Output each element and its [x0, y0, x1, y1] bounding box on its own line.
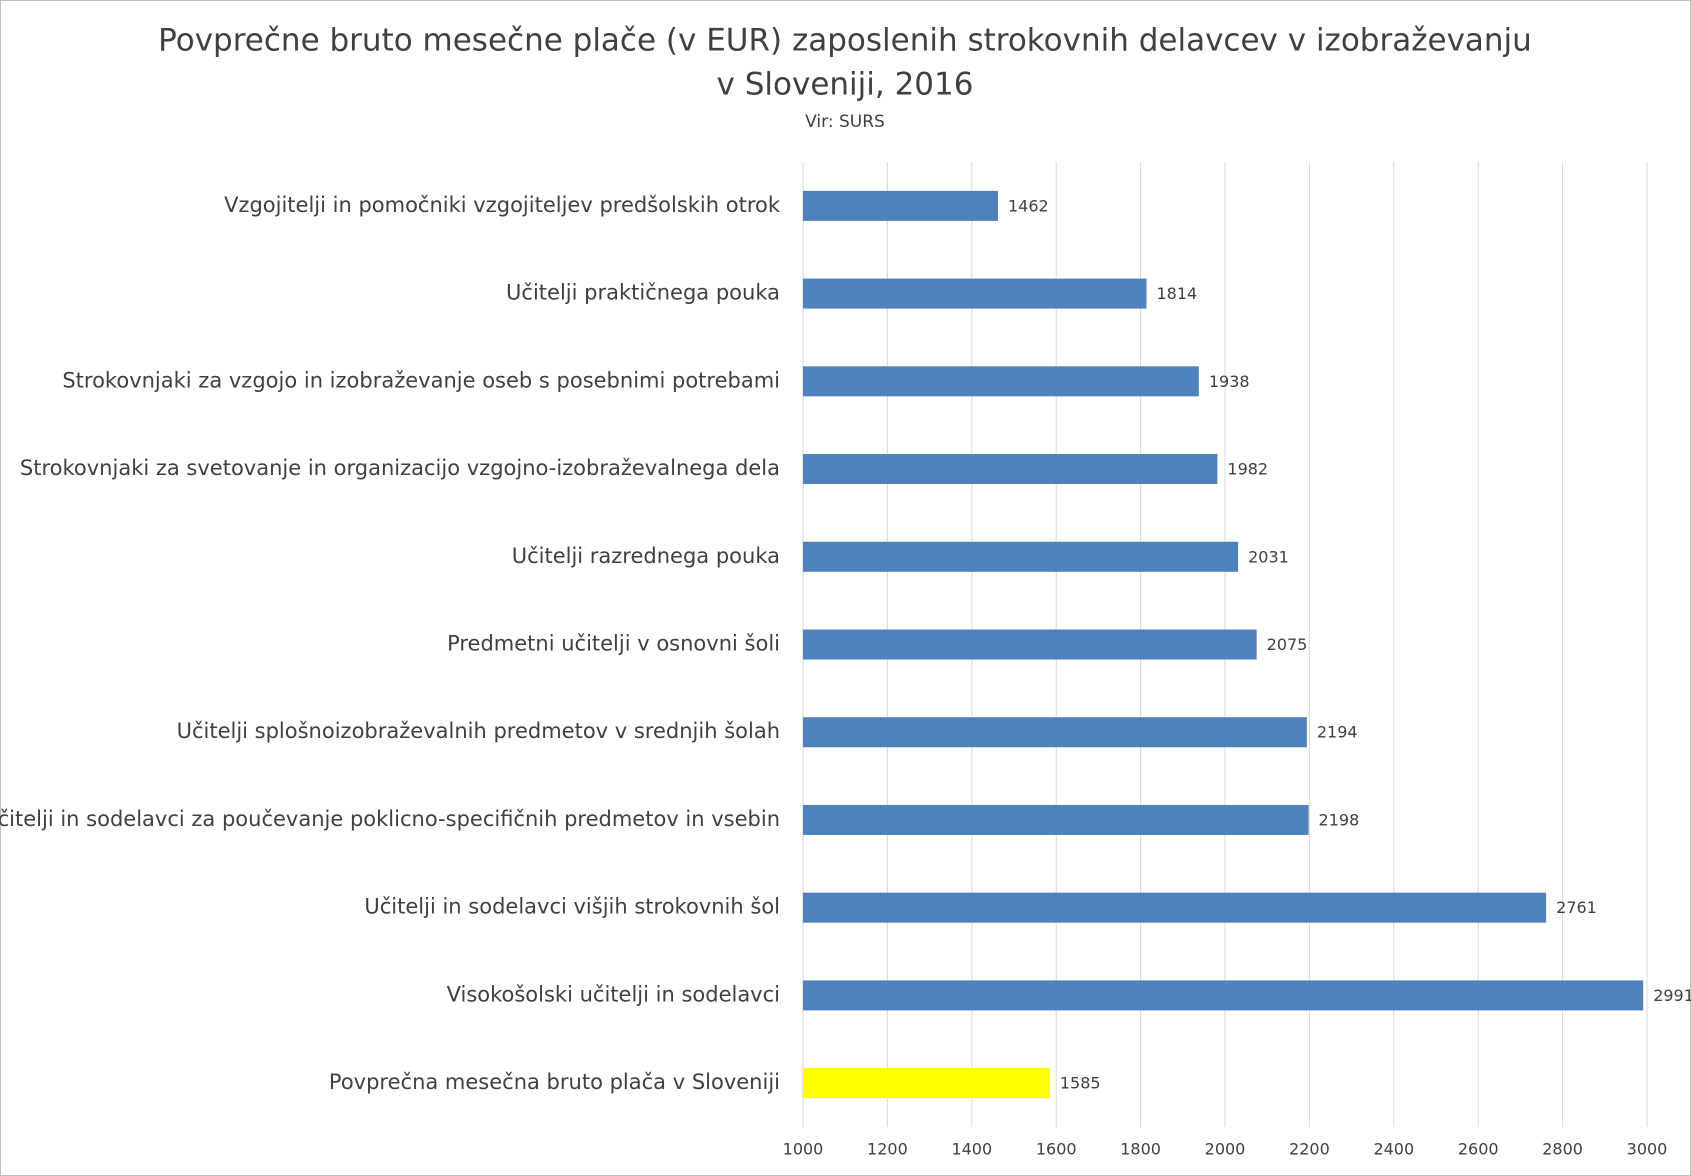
bar: [803, 366, 1199, 397]
x-tick-label: 1200: [867, 1140, 908, 1159]
value-label: 2198: [1319, 810, 1360, 829]
x-tick-label: 1600: [1036, 1140, 1077, 1159]
bar: [803, 804, 1309, 835]
bar: [803, 892, 1547, 923]
y-tick-label: Strokovnjaki za svetovanje in organizaci…: [20, 456, 780, 480]
value-label: 2075: [1267, 635, 1308, 654]
y-tick-label: Učitelji in sodelavci višjih strokovnih …: [364, 895, 780, 919]
bar: [803, 980, 1644, 1011]
value-label: 2031: [1248, 547, 1289, 566]
value-label: 1938: [1209, 372, 1250, 391]
y-tick-label: Povprečna mesečna bruto plača v Slovenij…: [329, 1070, 780, 1094]
y-tick-label: Učitelji splošnoizobraževalnih predmetov…: [177, 719, 780, 743]
y-tick-label: Učitelji razrednega pouka: [512, 544, 780, 568]
bar: [803, 1068, 1050, 1099]
x-tick-label: 2200: [1289, 1140, 1330, 1159]
bar: [803, 629, 1257, 660]
bar: [803, 541, 1239, 572]
bar: [803, 190, 998, 221]
chart-subtitle: Vir: SURS: [805, 112, 885, 132]
value-label: 2761: [1556, 898, 1597, 917]
x-tick-label: 1800: [1120, 1140, 1161, 1159]
y-tick-label: Učitelji praktičnega pouka: [506, 281, 780, 305]
x-tick-label: 2400: [1373, 1140, 1414, 1159]
y-tick-label: Predmetni učitelji v osnovni šoli: [447, 632, 780, 656]
x-tick-label: 2800: [1542, 1140, 1583, 1159]
x-tick-label: 2000: [1205, 1140, 1246, 1159]
value-label: 1462: [1008, 196, 1049, 215]
value-label: 1982: [1227, 460, 1268, 479]
value-label: 1585: [1060, 1074, 1101, 1093]
chart-title: Povprečne bruto mesečne plače (v EUR) za…: [158, 23, 1532, 59]
value-label: 1814: [1157, 284, 1198, 303]
x-tick-label: 2600: [1458, 1140, 1499, 1159]
y-tick-label: Vzgojitelji in pomočniki vzgojiteljev pr…: [224, 193, 781, 217]
y-tick-label: Visokošolski učitelji in sodelavci: [447, 982, 780, 1006]
y-tick-label: Strokovnjaki za vzgojo in izobraževanje …: [62, 368, 780, 392]
x-tick-label: 1000: [783, 1140, 824, 1159]
bar: [803, 278, 1147, 309]
x-tick-label: 1400: [951, 1140, 992, 1159]
bar: [803, 717, 1307, 748]
value-label: 2991: [1653, 986, 1691, 1005]
bar: [803, 454, 1218, 485]
y-tick-label: Učitelji in sodelavci za poučevanje pokl…: [0, 807, 780, 831]
chart-title: v Sloveniji, 2016: [717, 67, 974, 103]
value-label: 2194: [1317, 723, 1358, 742]
x-tick-label: 3000: [1627, 1140, 1668, 1159]
